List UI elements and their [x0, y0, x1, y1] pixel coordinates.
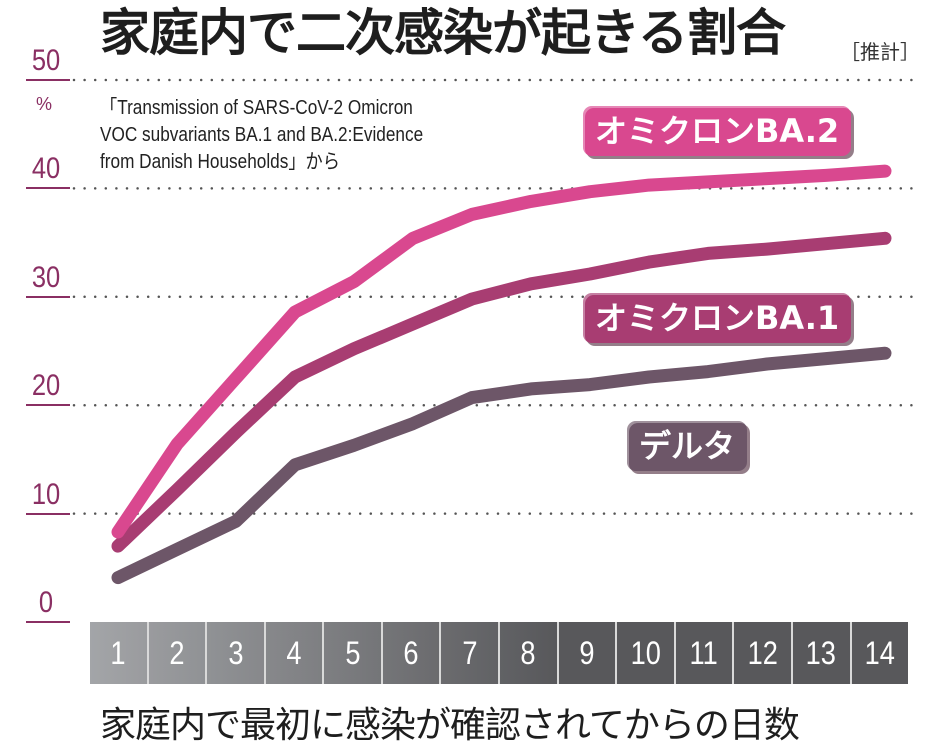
x-tick-day: 8 [500, 622, 559, 684]
y-tick-label: 50 [31, 44, 61, 77]
y-tick-mark [26, 404, 70, 407]
y-tick-label: 40 [31, 152, 61, 186]
x-tick-day: 14 [851, 622, 909, 684]
x-tick-label: 14 [864, 634, 895, 671]
x-tick-label: 3 [227, 634, 244, 671]
series-line-ba1 [111, 231, 892, 553]
y-tick-label: 20 [31, 369, 61, 403]
x-tick-day: 13 [792, 622, 852, 684]
x-tick-day: 7 [441, 622, 501, 684]
series-line-delta [111, 346, 892, 585]
chart-title: 家庭内で二次感染が起きる割合 [100, 4, 786, 62]
x-tick-day: 11 [675, 622, 735, 684]
x-tick-label: 2 [169, 634, 185, 671]
x-tick-label: 7 [462, 634, 478, 671]
source-line: 「Transmission of SARS-CoV-2 Omicron [100, 97, 413, 119]
y-tick-mark [26, 512, 70, 515]
legend-label-delta: デルタ [627, 421, 748, 471]
x-tick-label: 5 [345, 634, 361, 671]
y-tick-label: 30 [31, 260, 61, 294]
x-tick-day: 6 [382, 622, 442, 684]
y-tick-label: 10 [31, 477, 61, 511]
x-tick-day: 2 [148, 622, 208, 684]
y-tick-mark [26, 187, 70, 190]
x-tick-label: 12 [747, 634, 778, 671]
x-tick-label: 8 [520, 634, 536, 671]
x-tick-label: 10 [630, 634, 661, 671]
y-tick-mark [26, 295, 70, 298]
x-tick-day: 1 [90, 622, 149, 684]
series-line-ba2 [111, 164, 892, 539]
source-line: from Danish Households」から [100, 151, 340, 173]
x-tick-day: 9 [558, 622, 618, 684]
x-tick-label: 4 [286, 634, 302, 671]
source-line: VOC subvariants BA.1 and BA.2:Evidence [100, 124, 424, 146]
x-axis-label: 家庭内で最初に感染が確認されてからの日数 [100, 705, 800, 746]
x-axis-day-strip: 1 2 3 4 5 6 7 8 9 10 11 12 13 14 [90, 622, 909, 684]
x-tick-label: 11 [689, 634, 719, 671]
legend-label-ba2: オミクロンBA.2 [583, 106, 852, 156]
y-tick-mark [26, 79, 70, 81]
x-tick-day: 12 [734, 622, 793, 684]
x-tick-day: 3 [207, 622, 266, 684]
source-note: 「Transmission of SARS-CoV-2 Omicron VOC … [100, 95, 423, 176]
x-tick-day: 4 [265, 622, 325, 684]
legend-label-ba1: オミクロンBA.1 [583, 293, 852, 343]
x-tick-label: 9 [579, 634, 595, 671]
y-tick-label: 0 [38, 586, 54, 619]
title-note: ［推計］ [840, 42, 920, 64]
x-tick-day: 5 [324, 622, 383, 684]
x-tick-label: 6 [403, 634, 419, 671]
x-tick-label: 1 [110, 634, 126, 671]
x-tick-day: 10 [617, 622, 676, 684]
y-axis-unit: % [36, 94, 53, 114]
y-tick-mark [26, 621, 70, 623]
x-tick-label: 13 [806, 634, 837, 671]
